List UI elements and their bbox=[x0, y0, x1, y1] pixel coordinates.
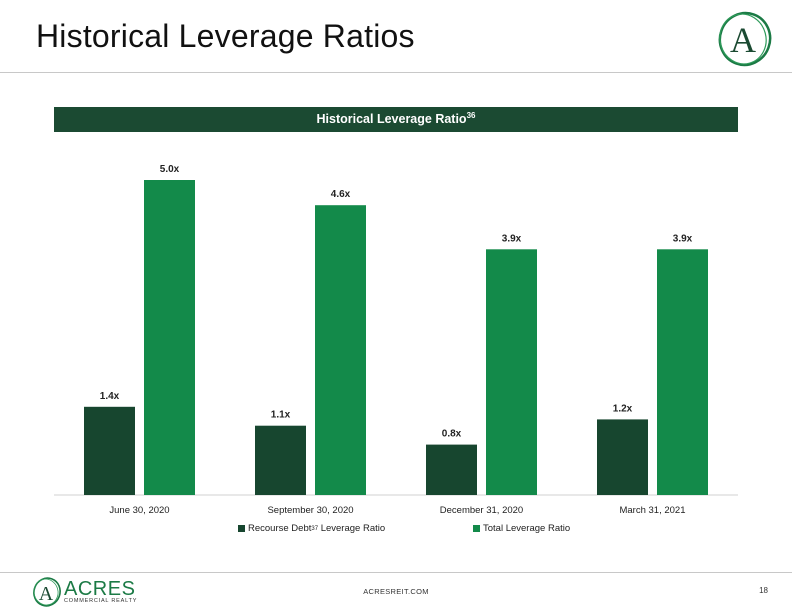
bar-recourse-3 bbox=[597, 419, 648, 495]
legend-label-recourse: Recourse Debt bbox=[248, 523, 312, 534]
bar-recourse-2 bbox=[426, 444, 477, 495]
footer-logo-wordmark: ACRES bbox=[64, 578, 136, 600]
footer-divider bbox=[0, 572, 792, 573]
chart-legend: Recourse Debt 37 Leverage Ratio Total Lev… bbox=[0, 523, 792, 539]
legend-swatch-total bbox=[473, 525, 480, 532]
legend-label-recourse-suffix: Leverage Ratio bbox=[318, 523, 386, 534]
data-label-recourse-3: 1.2x bbox=[613, 403, 633, 414]
bar-total-2 bbox=[486, 249, 537, 495]
x-tick-label-1: September 30, 2020 bbox=[267, 505, 353, 516]
legend-item-total: Total Leverage Ratio bbox=[473, 523, 570, 534]
acres-logo-icon: A bbox=[718, 11, 772, 67]
data-label-total-2: 3.9x bbox=[502, 233, 522, 244]
footer-logo-letter: A bbox=[39, 583, 54, 605]
leverage-bar-chart: 1.4x 5.0x June 30, 2020 1.1x 4.6x September 3… bbox=[54, 164, 738, 516]
legend-swatch-recourse bbox=[238, 525, 245, 532]
bar-total-3 bbox=[657, 249, 708, 495]
footer-logo-icon: A bbox=[33, 577, 61, 607]
title-divider bbox=[0, 72, 792, 73]
data-label-total-0: 5.0x bbox=[160, 164, 180, 175]
bar-total-1 bbox=[315, 205, 366, 495]
bar-recourse-0 bbox=[84, 406, 135, 495]
data-label-recourse-2: 0.8x bbox=[442, 429, 462, 440]
bar-total-0 bbox=[144, 180, 195, 495]
page-number: 18 bbox=[759, 586, 768, 595]
chart-heading: Historical Leverage Ratio36 bbox=[54, 107, 738, 132]
chart-heading-text: Historical Leverage Ratio bbox=[316, 112, 467, 126]
bar-recourse-1 bbox=[255, 425, 306, 495]
footer-url-link[interactable]: ACRESREIT.COM bbox=[363, 587, 429, 596]
footer-logo-subtext: COMMERCIAL REALTY bbox=[64, 598, 138, 604]
data-label-recourse-0: 1.4x bbox=[100, 391, 120, 402]
page-title: Historical Leverage Ratios bbox=[36, 18, 415, 54]
data-label-recourse-1: 1.1x bbox=[271, 410, 291, 421]
logo-letter: A bbox=[730, 20, 756, 60]
data-label-total-1: 4.6x bbox=[331, 189, 351, 200]
chart-heading-footnote: 36 bbox=[466, 110, 476, 120]
data-label-total-3: 3.9x bbox=[673, 233, 693, 244]
legend-label-total: Total Leverage Ratio bbox=[483, 523, 571, 534]
x-tick-label-3: March 31, 2021 bbox=[619, 505, 685, 516]
legend-item-recourse: Recourse Debt 37 Leverage Ratio bbox=[238, 523, 385, 534]
x-tick-label-0: June 30, 2020 bbox=[109, 505, 169, 516]
x-tick-label-2: December 31, 2020 bbox=[440, 505, 523, 516]
